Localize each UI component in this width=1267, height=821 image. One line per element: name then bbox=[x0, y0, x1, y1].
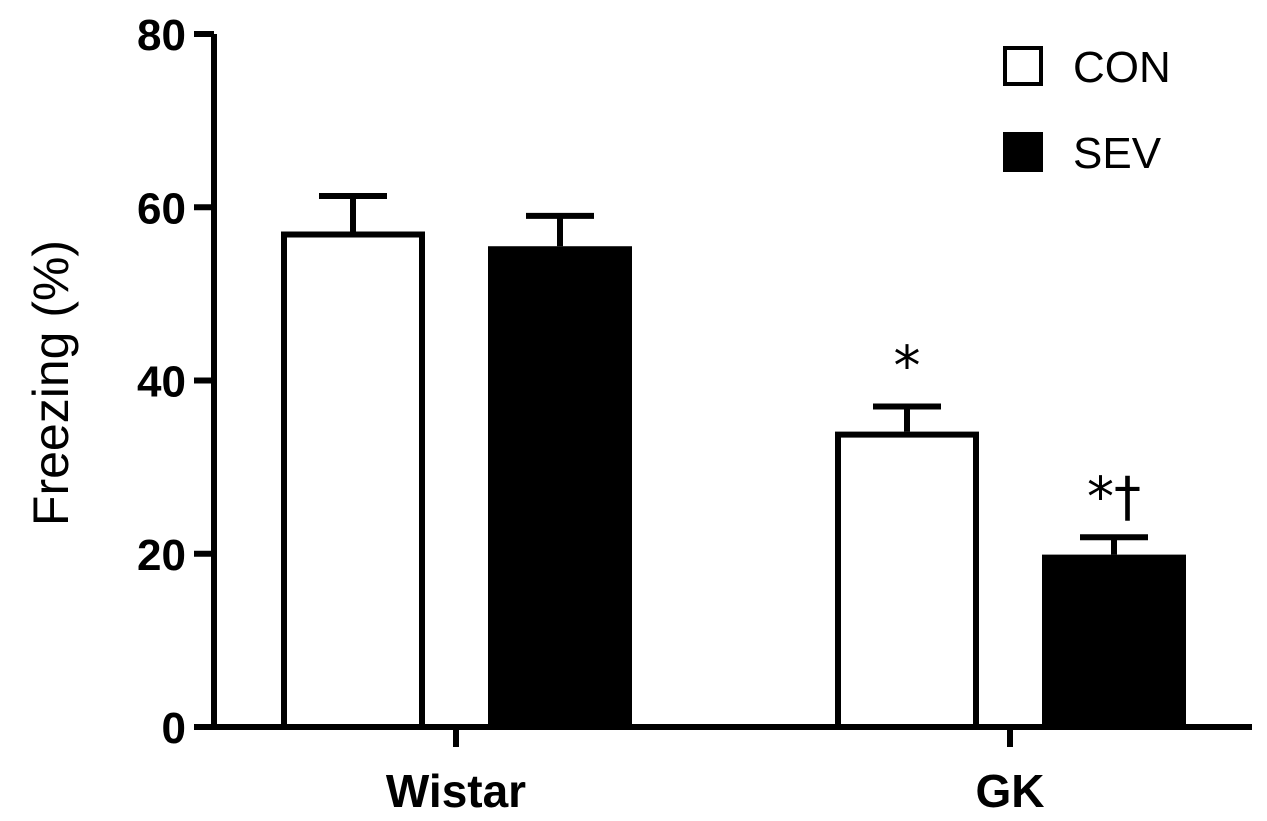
significance-marker: *† bbox=[1087, 465, 1141, 528]
x-tick-label: Wistar bbox=[386, 765, 526, 817]
y-tick-label: 0 bbox=[162, 704, 186, 753]
legend: CON SEV bbox=[1003, 43, 1171, 178]
legend-label-sev: SEV bbox=[1073, 129, 1162, 178]
significance-marker: * bbox=[894, 334, 921, 397]
bar-sev-gk bbox=[1042, 554, 1186, 731]
bars-group: * *† bbox=[281, 192, 1186, 731]
legend-swatch-con bbox=[1003, 46, 1043, 86]
legend-swatch-sev bbox=[1003, 132, 1043, 172]
bar-con-gk bbox=[835, 431, 979, 730]
bar-sev-wistar bbox=[488, 246, 632, 730]
y-tick-label: 40 bbox=[137, 358, 186, 407]
y-tick-label: 80 bbox=[137, 11, 186, 60]
y-tick-label: 20 bbox=[137, 531, 186, 580]
legend-label-con: CON bbox=[1073, 43, 1171, 92]
y-tick-label: 60 bbox=[137, 184, 186, 233]
x-tick-label: GK bbox=[976, 765, 1045, 817]
bar-con-wistar bbox=[281, 231, 425, 730]
y-axis-label: Freezing (%) bbox=[23, 240, 79, 526]
